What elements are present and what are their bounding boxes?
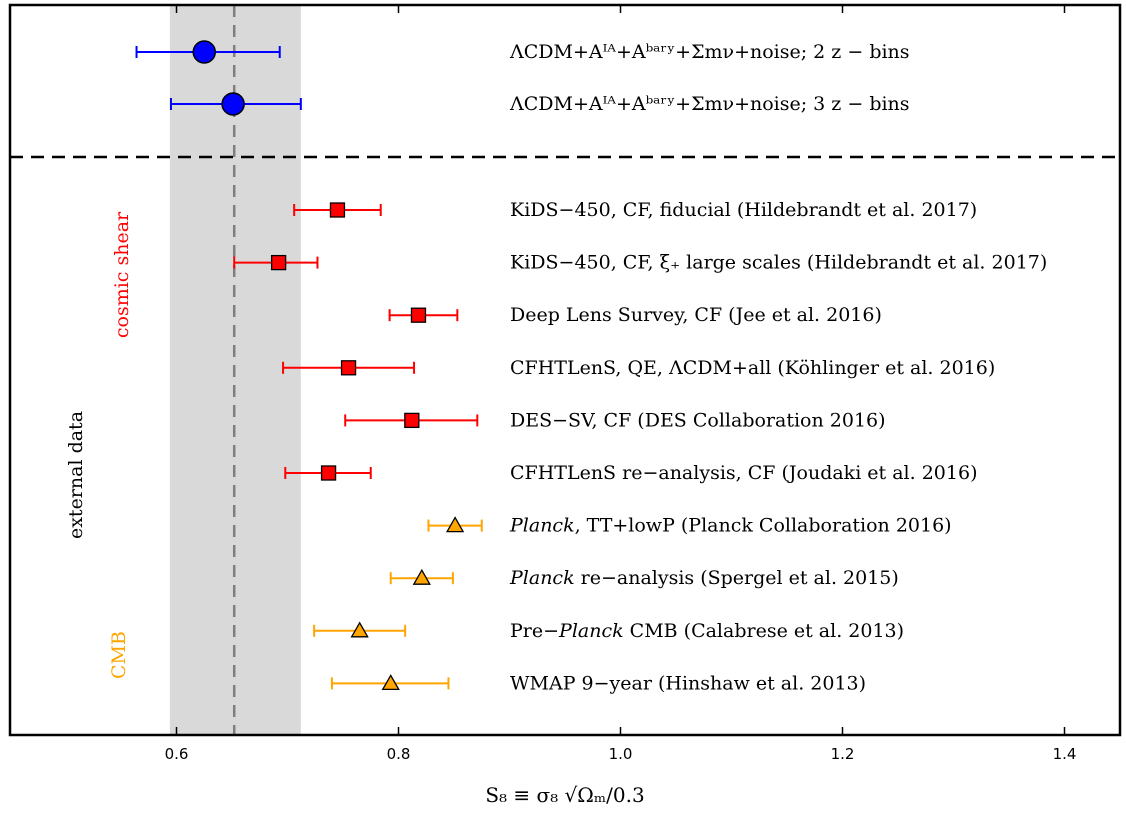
group-label: cosmic shear (111, 211, 133, 338)
x-tick-label: 0.6 (165, 745, 189, 763)
x-tick-label: 1.2 (831, 745, 855, 763)
point-label: Planck re−analysis (Spergel et al. 2015) (509, 567, 899, 589)
point-label: Pre−Planck CMB (Calabrese et al. 2013) (510, 620, 904, 642)
group-label: external data (65, 411, 87, 539)
point-label: Deep Lens Survey, CF (Jee et al. 2016) (510, 304, 882, 326)
data-point-triangle (412, 568, 431, 585)
point-label: CFHTLenS, QE, ΛCDM+all (Köhlinger et al.… (510, 357, 995, 379)
data-point-square (329, 202, 346, 218)
point-label: ΛCDM+Aᴵᴬ+Aᵇᵃʳʸ+Σmν+noise; 3 z − bins (509, 93, 910, 115)
data-point-triangle (350, 621, 369, 638)
data-point-triangle (445, 516, 465, 533)
data-point-square (320, 465, 337, 481)
x-axis-label: S₈ ≡ σ₈ √Ωₘ/0.3 (485, 783, 644, 807)
x-tick-label: 1.0 (609, 745, 633, 763)
data-point-square (270, 254, 287, 271)
point-label: KiDS−450, CF, fiducial (Hildebrandt et a… (510, 199, 977, 221)
x-tick-label: 1.4 (1053, 745, 1077, 763)
data-point-square (410, 307, 427, 323)
data-point-square (340, 360, 357, 376)
x-tick-label: 0.8 (387, 745, 411, 763)
point-label: DES−SV, CF (DES Collaboration 2016) (510, 409, 886, 431)
data-point-circle (192, 40, 216, 64)
point-label: ΛCDM+Aᴵᴬ+Aᵇᵃʳʸ+Σmν+noise; 2 z − bins (509, 41, 910, 63)
point-label: WMAP 9−year (Hinshaw et al. 2013) (510, 672, 866, 694)
point-label: CFHTLenS re−analysis, CF (Joudaki et al.… (510, 462, 977, 484)
point-label: Planck, TT+lowP (Planck Collaboration 20… (509, 515, 952, 537)
data-point-square (404, 412, 420, 429)
group-label: CMB (108, 631, 130, 679)
data-point-circle (221, 92, 245, 116)
data-point-triangle (381, 674, 400, 691)
point-label: KiDS−450, CF, ξ₊ large scales (Hildebran… (510, 252, 1047, 274)
plot-frame (8, 3, 1122, 737)
